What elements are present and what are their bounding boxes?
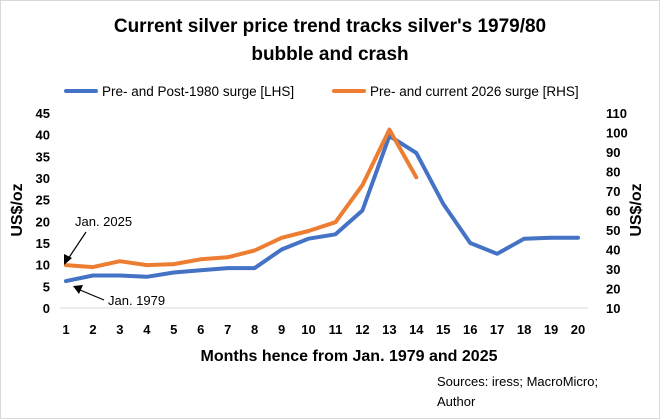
- series-lines: [64, 127, 580, 284]
- series-line-lhs: [64, 134, 580, 284]
- x-tick-label: 18: [517, 322, 531, 337]
- source-line-2: Author: [437, 394, 476, 409]
- right-y-tick-label: 50: [606, 223, 620, 238]
- legend-swatch-rhs: [332, 89, 366, 93]
- right-y-tick-label: 100: [606, 126, 628, 141]
- x-tick-label: 11: [329, 322, 343, 337]
- left-y-tick-label: 10: [36, 258, 50, 273]
- arrowhead-1979-icon: [73, 285, 83, 294]
- arrowhead-2025-icon: [64, 254, 72, 265]
- x-tick-label: 15: [436, 322, 450, 337]
- y-axis-label-left: US$/oz: [9, 183, 26, 236]
- left-y-tick-label: 15: [36, 236, 50, 251]
- x-tick-label: 8: [251, 322, 258, 337]
- x-tick-label: 2: [89, 322, 96, 337]
- left-y-tick-label: 20: [36, 214, 50, 229]
- annotation-arrow-2025: [67, 231, 87, 260]
- x-tick-label: 5: [170, 322, 177, 337]
- x-tick-label: 20: [571, 322, 585, 337]
- legend-item-rhs: Pre- and current 2026 surge [RHS]: [332, 81, 579, 101]
- x-tick-label: 10: [301, 322, 315, 337]
- x-tick-label: 6: [197, 322, 204, 337]
- right-y-tick-label: 70: [606, 184, 620, 199]
- right-y-tick-label: 80: [606, 165, 620, 180]
- x-tick-label: 13: [382, 322, 396, 337]
- left-y-tick-label: 35: [36, 149, 50, 164]
- legend-label-lhs: Pre- and Post-1980 surge [LHS]: [102, 83, 295, 99]
- y-axis-label-right: US$/oz: [628, 183, 645, 236]
- left-y-tick-label: 5: [43, 279, 50, 294]
- legend-swatch-lhs: [64, 89, 98, 93]
- right-y-ticks: 10 20 30 40 50 60 70 80 90 100 110: [606, 106, 628, 316]
- annotation-arrow-1979: [79, 289, 105, 301]
- x-tick-label: 3: [116, 322, 123, 337]
- x-ticks: 1 2 3 4 5 6 7 8 9 10 11 12 13 14 15 16 17 18 19 20: [62, 322, 585, 337]
- source-line-1: Sources: iress; MacroMicro;: [437, 374, 599, 389]
- x-tick-label: 16: [463, 322, 477, 337]
- right-y-tick-label: 90: [606, 145, 620, 160]
- x-tick-label: 9: [278, 322, 285, 337]
- legend-item-lhs: Pre- and Post-1980 surge [LHS]: [64, 81, 294, 101]
- legend-label-rhs: Pre- and current 2026 surge [RHS]: [370, 83, 579, 99]
- x-tick-label: 19: [544, 322, 558, 337]
- x-axis-label: Months hence from Jan. 1979 and 2025: [201, 348, 498, 365]
- x-tick-label: 4: [143, 322, 151, 337]
- annotation-jan-1979: Jan. 1979: [108, 293, 165, 308]
- chart-title-line-2: bubble and crash: [251, 44, 409, 65]
- left-y-tick-label: 30: [36, 171, 50, 186]
- left-y-tick-label: 45: [36, 106, 50, 121]
- left-y-tick-label: 25: [36, 193, 50, 208]
- x-tick-label: 1: [62, 322, 69, 337]
- left-y-ticks: 0 5 10 15 20 25 30 35 40 45: [36, 106, 50, 316]
- annotation-jan-2025: Jan. 2025: [75, 214, 132, 229]
- x-tick-label: 17: [490, 322, 504, 337]
- right-y-tick-label: 40: [606, 243, 620, 258]
- right-y-tick-label: 30: [606, 262, 620, 277]
- right-y-tick-label: 10: [606, 301, 620, 316]
- x-tick-label: 12: [355, 322, 369, 337]
- right-y-tick-label: 110: [606, 106, 627, 121]
- chart-title-line-1: Current silver price trend tracks silver…: [113, 16, 547, 37]
- x-tick-label: 14: [409, 322, 424, 337]
- left-y-tick-label: 40: [36, 128, 50, 143]
- right-y-tick-label: 20: [606, 282, 620, 297]
- left-y-tick-label: 0: [43, 301, 50, 316]
- series-line-rhs: [64, 127, 419, 270]
- right-y-tick-label: 60: [606, 204, 620, 219]
- x-tick-label: 7: [224, 322, 231, 337]
